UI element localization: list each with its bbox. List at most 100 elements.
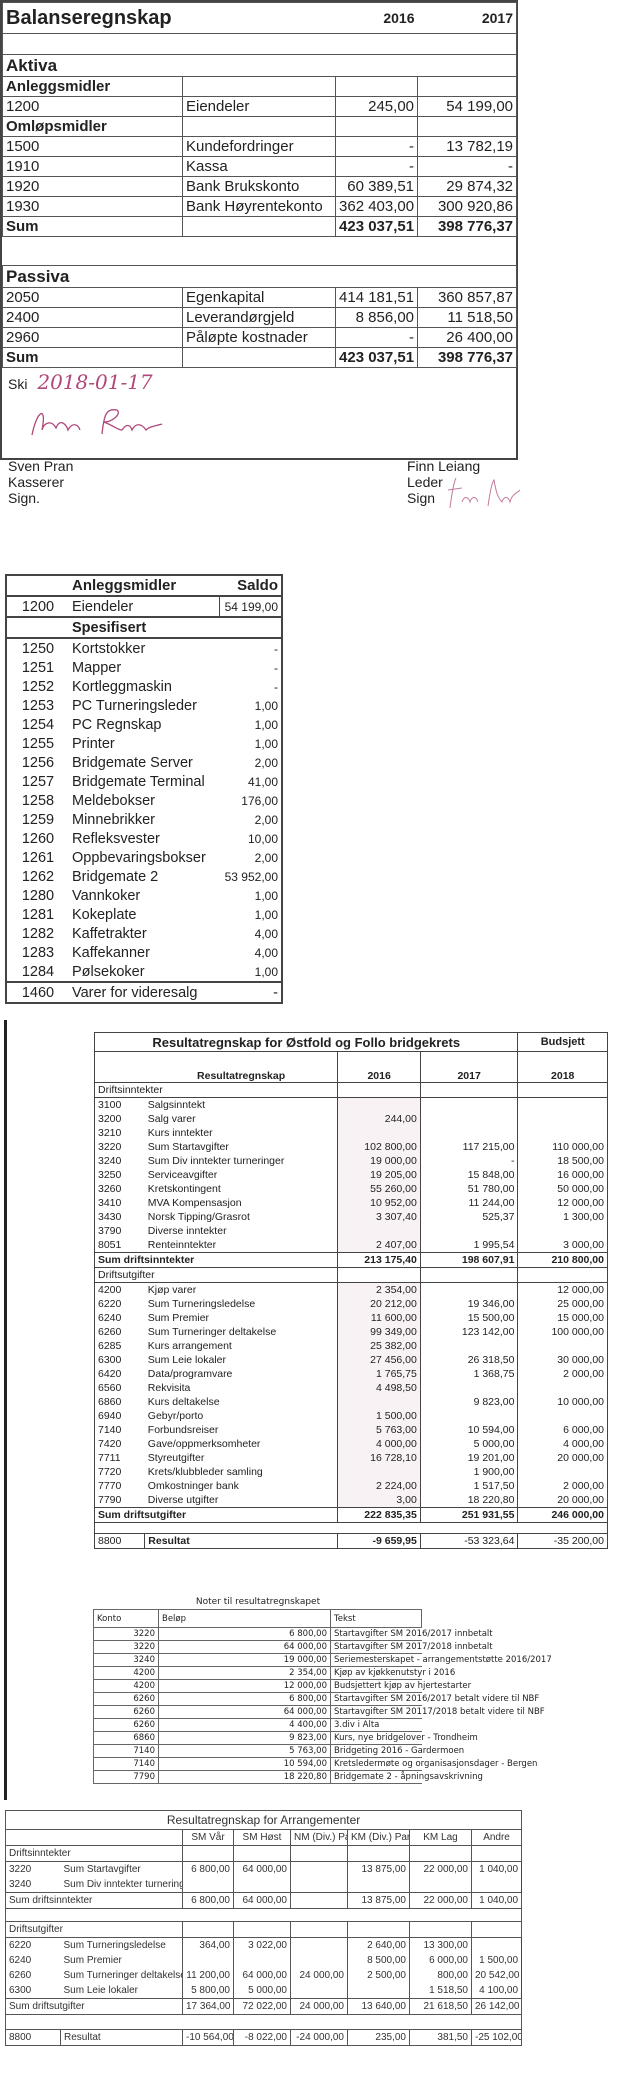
cell	[181, 116, 337, 137]
year-2018: 2018	[517, 1051, 608, 1083]
value-2017: 1 900,00	[420, 1465, 519, 1479]
notes: Noter til resultatregnskapet Konto Beløp T…	[93, 1597, 552, 1784]
account-name: Kurs deltakelse	[147, 1396, 220, 1408]
value: 20 542,00	[470, 1968, 522, 1983]
table-row: 3240 Sum Div inntekter turneringer 19 000,…	[93, 1154, 608, 1168]
account-name: Gave/oppmerksomheter	[147, 1438, 261, 1450]
amount: 12 000,00	[158, 1679, 331, 1693]
account: 1282	[21, 925, 55, 942]
value-2016	[337, 1395, 421, 1409]
account: 6260	[93, 1718, 159, 1732]
table-row: 7140 10 594,00 Kretsledermøte og organisas…	[93, 1757, 537, 1771]
sum-2017: 398 776,37	[417, 347, 518, 368]
value	[290, 1937, 348, 1953]
signer-left: Sven Pran Kasserer Sign.	[8, 458, 73, 506]
account-name: Sum Div inntekter turneringer	[147, 1155, 285, 1167]
account: 4200	[93, 1282, 145, 1297]
account-name: Styreutgifter	[147, 1452, 205, 1464]
value-2017: 19 201,00	[420, 1451, 519, 1465]
account: 1261	[21, 849, 55, 866]
description: Startavgifter SM 20117/2018 betalt vider…	[330, 1705, 545, 1719]
signer-right: Finn Leiang Leder Sign	[407, 458, 480, 506]
sum-value: 26 142,00	[470, 1998, 523, 2015]
signer-role: Leder	[407, 474, 443, 490]
account-name: Kretskontingent	[147, 1183, 221, 1195]
sum-value: 64 000,00	[233, 1892, 291, 1909]
table-row: 1500 Kundefordringer -13 782,19	[2, 136, 518, 157]
group-row: Omløpsmidler	[2, 116, 518, 137]
value: 10,00	[247, 831, 278, 846]
value: 1 040,00	[470, 1861, 522, 1877]
header-row: Resultatregnskap 2016 2017 2018	[93, 1051, 608, 1083]
value-2018: 18 500,00	[517, 1154, 608, 1168]
account: 6260	[93, 1705, 159, 1719]
account: 1257	[21, 773, 55, 790]
cell	[181, 216, 337, 237]
account: 6260	[93, 1692, 159, 1706]
value-2016: 19 205,00	[337, 1168, 421, 1182]
expense-sum-row: Sum driftsutgifter 222 835,35 251 931,55 24…	[93, 1507, 608, 1523]
sum-2017: 198 607,91	[419, 1252, 519, 1268]
cell	[4, 2014, 523, 2030]
item-name: Varer for videresalg	[69, 981, 219, 1002]
section-passiva: Passiva	[1, 265, 518, 288]
table-row: 3100 Salgsinntekt	[93, 1097, 608, 1112]
account: 4200	[93, 1679, 159, 1693]
sum-2017: 398 776,37	[417, 216, 518, 237]
account: 1284	[21, 963, 55, 980]
value-2016: 27 456,00	[337, 1353, 421, 1367]
account-name: Sum Turneringer deltakelse	[63, 1970, 183, 1981]
value-2016: 244,00	[337, 1112, 421, 1126]
account: 3260	[93, 1182, 145, 1196]
table-row: 3430 Norsk Tipping/Grasrot 3 307,40 525,37 1…	[93, 1210, 608, 1224]
value-2017: 26 318,50	[420, 1353, 519, 1367]
value-2016: 20 212,00	[337, 1297, 421, 1311]
title-row: Balanseregnskap 2016 2017	[1, 2, 518, 34]
table-row: 3240 Sum Div inntekter turneringer	[6, 1877, 522, 1893]
value: 2,00	[254, 812, 278, 827]
income-sum-row: Sum driftsinntekter 6 800,00 64 000,00 13 8…	[5, 1892, 523, 1909]
table-row: 7790 18 220,80 Bridgemate 2 - åpningsavskr…	[93, 1770, 483, 1784]
table-row: 7770 Omkostninger bank 2 224,00 1 517,50 2 0…	[93, 1479, 608, 1493]
value: 800,00	[409, 1968, 472, 1983]
item-name: Kaffekanner	[72, 944, 150, 961]
list-item: 1250 Kortstokker -	[7, 638, 281, 658]
list-item: 1283 Kaffekanner 4,00	[7, 943, 281, 962]
list-item: 1256 Bridgemate Server 2,00	[7, 753, 281, 772]
value-2018: 50 000,00	[517, 1182, 608, 1196]
amount: 64 000,00	[158, 1640, 331, 1654]
account: 3100	[93, 1097, 145, 1112]
value-2017	[420, 1112, 519, 1126]
events-title: Resultatregnskap for Arrangementer	[4, 1810, 523, 1830]
item-name: Bridgemate Terminal	[72, 773, 205, 790]
page-title: Balanseregnskap	[1, 2, 336, 34]
signature-finn-leiang	[447, 477, 521, 509]
value-2016: 5 763,00	[337, 1423, 421, 1437]
value	[347, 1983, 410, 1999]
account-name: Serviceavgifter	[147, 1169, 218, 1181]
value: 5 800,00	[182, 1983, 234, 1999]
table-row: 6300 Sum Leie lokaler 5 800,00 5 000,00 1 51…	[6, 1983, 522, 1999]
account-name: Gebyr/porto	[147, 1410, 204, 1422]
table-row: 4200 Kjøp varer 2 354,00 12 000,00	[93, 1282, 608, 1297]
account: 1283	[21, 944, 55, 961]
account: 6940	[93, 1409, 145, 1423]
value-2018: 12 000,00	[517, 1282, 608, 1297]
account-name: Kurs arrangement	[147, 1340, 232, 1352]
income-statement: Resultatregnskap for Østfold og Follo br…	[93, 1032, 608, 1549]
description: Budsjettert kjøp av hjertestarter	[330, 1679, 471, 1693]
result-row: 8800 Resultat -9 659,95 -53 323,64 -35 200,0…	[93, 1533, 608, 1549]
blank-row	[4, 1908, 523, 1922]
value-2018: 25 000,00	[517, 1297, 608, 1311]
value-2017: 117 215,00	[420, 1140, 519, 1154]
table-row: 6285 Kurs arrangement 25 382,00	[93, 1339, 608, 1353]
signature-block: Ski 2018-01-17 Sven Pran Kasserer Sign. …	[2, 362, 521, 509]
value-2017: 11 244,00	[420, 1196, 519, 1210]
cell	[409, 1845, 472, 1862]
value	[290, 1953, 348, 1968]
table-row: 6560 Rekvisita 4 498,50	[93, 1381, 608, 1395]
fixed-assets-table: Anleggsmidler Saldo 1200 Eiendeler 54 199,00…	[5, 574, 283, 1004]
table-row: 1920 Bank Brukskonto 60 389,51 29 874,32	[2, 176, 518, 197]
balance-sheet: Balanseregnskap 2016 2017 Aktiva Anleggsmidl…	[0, 0, 521, 509]
signer-name: Finn Leiang	[407, 458, 481, 474]
